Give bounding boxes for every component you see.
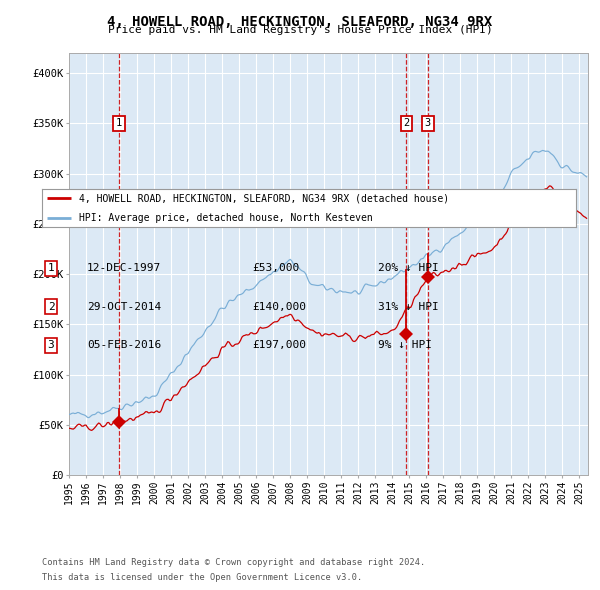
Text: 1: 1 <box>116 119 122 129</box>
Text: 31% ↓ HPI: 31% ↓ HPI <box>378 302 439 312</box>
Text: This data is licensed under the Open Government Licence v3.0.: This data is licensed under the Open Gov… <box>42 573 362 582</box>
Text: Price paid vs. HM Land Registry's House Price Index (HPI): Price paid vs. HM Land Registry's House … <box>107 25 493 35</box>
Text: 29-OCT-2014: 29-OCT-2014 <box>87 302 161 312</box>
Text: 3: 3 <box>425 119 431 129</box>
Text: 2: 2 <box>47 302 55 312</box>
Text: £140,000: £140,000 <box>252 302 306 312</box>
Text: 1: 1 <box>47 264 55 273</box>
Text: Contains HM Land Registry data © Crown copyright and database right 2024.: Contains HM Land Registry data © Crown c… <box>42 558 425 566</box>
Text: 20% ↓ HPI: 20% ↓ HPI <box>378 264 439 273</box>
Text: 4, HOWELL ROAD, HECKINGTON, SLEAFORD, NG34 9RX: 4, HOWELL ROAD, HECKINGTON, SLEAFORD, NG… <box>107 15 493 29</box>
Text: £197,000: £197,000 <box>252 340 306 350</box>
Text: 3: 3 <box>47 340 55 350</box>
Text: £53,000: £53,000 <box>252 264 299 273</box>
Text: 2: 2 <box>403 119 410 129</box>
Text: HPI: Average price, detached house, North Kesteven: HPI: Average price, detached house, Nort… <box>79 212 373 222</box>
Text: 9% ↓ HPI: 9% ↓ HPI <box>378 340 432 350</box>
Text: 12-DEC-1997: 12-DEC-1997 <box>87 264 161 273</box>
Text: 05-FEB-2016: 05-FEB-2016 <box>87 340 161 350</box>
Text: 4, HOWELL ROAD, HECKINGTON, SLEAFORD, NG34 9RX (detached house): 4, HOWELL ROAD, HECKINGTON, SLEAFORD, NG… <box>79 194 449 204</box>
